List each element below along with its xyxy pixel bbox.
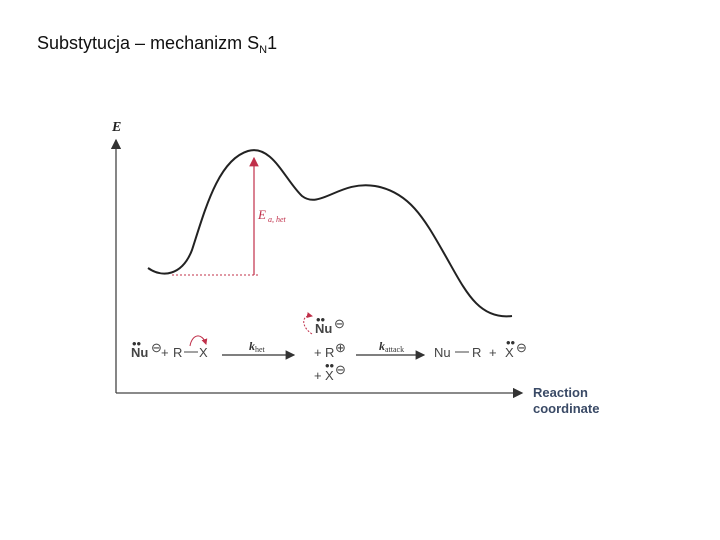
title-subscript: N xyxy=(259,44,268,56)
activation-label: E xyxy=(257,207,266,222)
activation-symbol: E xyxy=(257,207,266,222)
intermediate-x: X xyxy=(325,368,334,383)
k-attack-symbol: k xyxy=(379,339,385,353)
k-het-sub: het xyxy=(255,345,266,354)
intermediate-x-dots: •• xyxy=(325,358,335,373)
intermediate-nu: Nu xyxy=(315,321,332,336)
title-suffix: 1 xyxy=(267,33,278,53)
reactant-x: X xyxy=(199,345,208,360)
product-x: X xyxy=(505,345,514,360)
plus-1: + xyxy=(161,345,169,360)
energy-curve xyxy=(147,149,513,318)
curly-arrow-2 xyxy=(303,312,313,335)
product-x-dots: •• xyxy=(506,335,516,350)
activation-sub: a, het xyxy=(268,215,287,224)
intermediate-r-charge: ⊕ xyxy=(335,340,346,355)
plus-2: + xyxy=(314,345,322,360)
reactant-r: R xyxy=(173,345,182,360)
intermediate-nu-charge: ⊖ xyxy=(334,316,345,331)
intermediate-x-charge: ⊖ xyxy=(335,362,346,377)
product-r: R xyxy=(472,345,481,360)
reactant-nu-dots: •• xyxy=(132,336,142,351)
intermediate-nu-dots: •• xyxy=(316,312,326,327)
x-axis-label-line2: coordinate xyxy=(533,401,599,416)
intermediate-r: R xyxy=(325,345,334,360)
x-axis-label-line1: Reaction xyxy=(533,385,588,400)
k-het-symbol: k xyxy=(249,339,255,353)
title-text: Substytucja – mechanizm S xyxy=(37,33,260,53)
y-axis-label: E xyxy=(111,120,121,135)
reactant-nu-charge: ⊖ xyxy=(151,340,162,355)
slide-title: Substytucja – mechanizm SN1 xyxy=(37,33,277,56)
product-nu: Nu xyxy=(434,345,451,360)
reactant-nu: Nu xyxy=(131,345,148,360)
product-x-charge: ⊖ xyxy=(516,340,527,355)
plus-3: + xyxy=(314,368,322,383)
k-attack-sub: attack xyxy=(385,345,404,354)
plus-4: + xyxy=(489,345,497,360)
curly-arrow-1 xyxy=(189,335,208,347)
